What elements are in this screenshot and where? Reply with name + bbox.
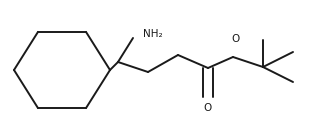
Text: NH₂: NH₂ <box>143 29 163 39</box>
Text: O: O <box>231 34 239 44</box>
Text: O: O <box>204 103 212 113</box>
